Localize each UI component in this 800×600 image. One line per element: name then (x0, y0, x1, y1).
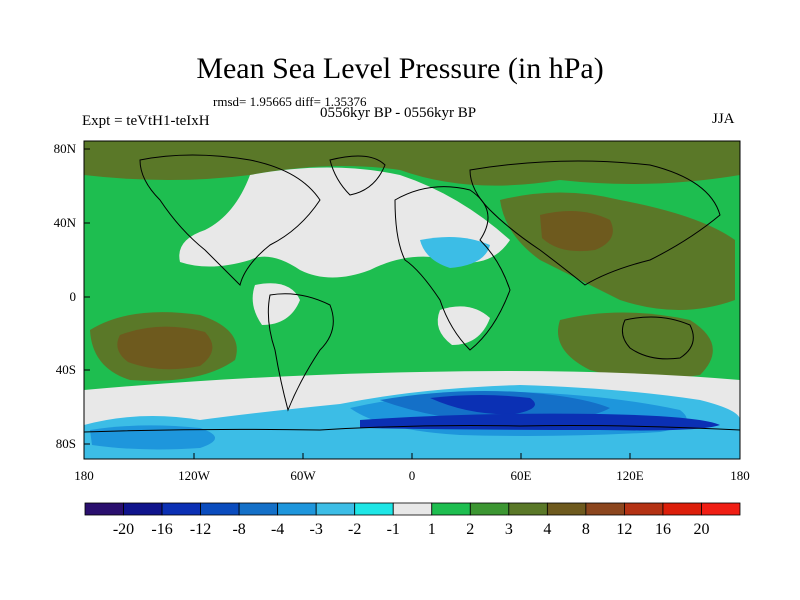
colorbar-swatch (200, 502, 240, 516)
antarctica-coast (84, 425, 740, 433)
rmsd-diff-stats: rmsd= 1.95665 diff= 1.35376 (213, 94, 367, 109)
colorbar-swatch (624, 502, 664, 516)
colorbar-swatch (123, 502, 163, 516)
australia-coast (621, 316, 694, 360)
colorbar-label: -2 (348, 521, 362, 538)
south-america-coast (267, 293, 334, 412)
colorbar-label: 1 (427, 521, 436, 538)
lat-label-40n: 40N (53, 215, 76, 230)
south-pacific-core (117, 326, 213, 370)
north-america-coast (139, 154, 321, 286)
colorbar-swatch (701, 502, 741, 516)
lon-label-60e: 60E (510, 468, 532, 483)
colorbar-swatch (354, 502, 394, 516)
lon-label-0: 0 (408, 468, 416, 483)
colorbar-swatch (84, 502, 124, 516)
greenland-coast (329, 155, 386, 196)
colorbar-swatch (431, 502, 471, 516)
season-label: JJA (712, 111, 735, 127)
colorbar-label: -16 (151, 521, 173, 538)
colorbar-label: -20 (112, 521, 135, 538)
southern-ocean-deep-core (430, 395, 535, 415)
colorbar-label: -8 (232, 521, 246, 538)
colorbar-label: 16 (654, 521, 671, 538)
colorbar-swatch (662, 502, 702, 516)
mediterranean-low (420, 236, 490, 268)
plot-title: Mean Sea Level Pressure (in hPa) (196, 52, 604, 85)
lat-label-80n: 80N (53, 141, 76, 156)
colorbar-label: -1 (386, 521, 400, 538)
lat-label-80s: 80S (55, 436, 76, 451)
lon-label-120w: 120W (178, 468, 210, 483)
colorbar-swatch (392, 502, 433, 516)
colorbar-label: 8 (581, 521, 590, 538)
colorbar-label: -3 (309, 521, 323, 538)
colorbar-label: 2 (466, 521, 475, 538)
colorbar-label: 20 (693, 521, 710, 538)
colorbar-swatch (469, 502, 510, 516)
colorbar-swatch (508, 502, 548, 516)
colorbar-swatch (585, 502, 625, 516)
asia-core (540, 211, 613, 252)
lat-label-40s: 40S (55, 362, 76, 377)
colorbar-label: -12 (189, 521, 212, 538)
experiment-label: Expt = teVtH1-teIxH (82, 113, 210, 129)
plot-subtitle: 0556kyr BP - 0556kyr BP (320, 105, 477, 121)
lon-label-120e: 120E (616, 468, 644, 483)
south-atlantic-patch (437, 306, 490, 345)
colorbar-label: -4 (270, 521, 285, 538)
colorbar (84, 502, 741, 516)
colorbar-label: 3 (504, 521, 513, 538)
colorbar-swatch (238, 502, 279, 516)
colorbar-label: 4 (543, 521, 552, 538)
colorbar-swatch (315, 502, 356, 516)
coastlines (84, 154, 740, 433)
colorbar-label: 12 (616, 521, 633, 538)
antarctic-low-west (90, 425, 215, 450)
europe-africa-coast (394, 186, 511, 351)
lon-label-180e: 180 (730, 468, 750, 483)
lon-label-180w: 180 (74, 468, 94, 483)
lon-label-60w: 60W (290, 468, 316, 483)
pressure-field (84, 141, 740, 459)
colorbar-swatch (161, 502, 201, 516)
colorbar-swatch (277, 502, 317, 516)
colorbar-swatch (546, 502, 587, 516)
axis-ticks (84, 148, 631, 459)
arctic-high (84, 141, 740, 186)
lat-label-0: 0 (69, 289, 77, 304)
indian-ocean-high (558, 312, 713, 379)
asia-coast (469, 160, 721, 286)
